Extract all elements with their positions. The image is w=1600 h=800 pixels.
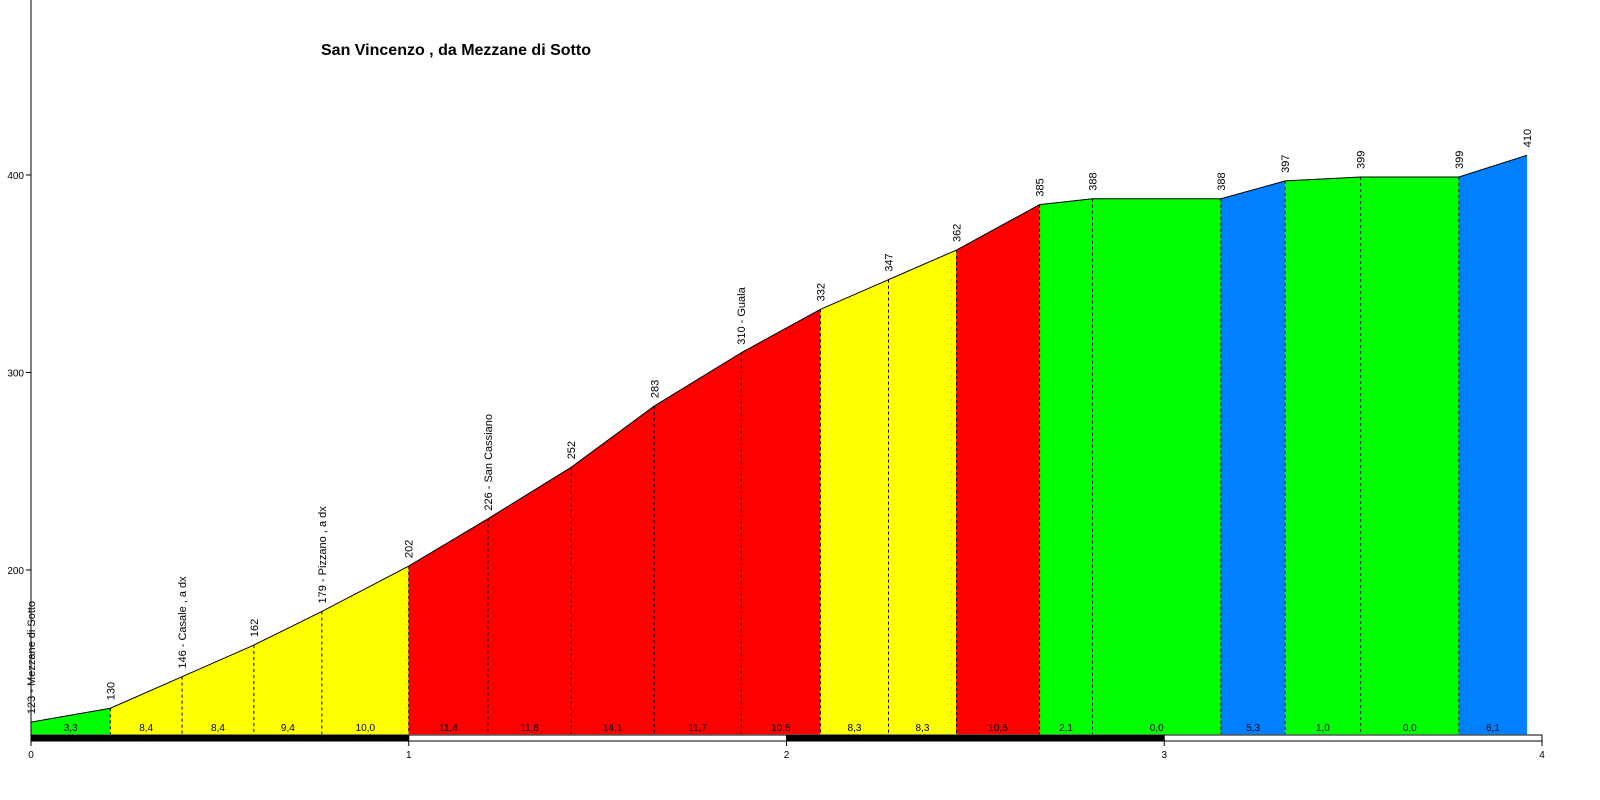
grade-segment bbox=[570, 405, 655, 735]
x-tick-label: 4 bbox=[1539, 750, 1545, 761]
elevation-profile-line bbox=[30, 154, 1528, 723]
grade-label: 8,3 bbox=[916, 723, 930, 734]
grade-segment bbox=[1039, 198, 1093, 735]
grade-label: 0,0 bbox=[1403, 723, 1417, 734]
elevation-point-label: 310 - Guala bbox=[736, 286, 748, 344]
grade-segment bbox=[1284, 176, 1361, 735]
km-bar-segment bbox=[786, 734, 1165, 742]
grade-label: 14,1 bbox=[603, 723, 623, 734]
grade-segment bbox=[956, 204, 1040, 735]
grade-label: 10,0 bbox=[356, 723, 376, 734]
grade-segment bbox=[181, 644, 255, 735]
grade-label: 8,3 bbox=[848, 723, 862, 734]
elevation-point-label: 399 bbox=[1454, 151, 1466, 169]
y-tick-label: 300 bbox=[7, 369, 24, 380]
grade-label: 10,5 bbox=[988, 723, 1008, 734]
elevation-point-label: 362 bbox=[951, 224, 963, 242]
grade-label: 2,1 bbox=[1059, 723, 1073, 734]
y-tick-label: 400 bbox=[7, 171, 24, 182]
elevation-point-label: 388 bbox=[1087, 172, 1099, 190]
grade-segments bbox=[30, 154, 1528, 735]
elevation-point-label: 397 bbox=[1280, 155, 1292, 173]
km-distance-bar bbox=[30, 734, 1543, 742]
elevation-point-label: 162 bbox=[249, 619, 261, 637]
elevation-point-labels: 123 - Mezzane di Sotto 130 146 - Casale , … bbox=[26, 129, 1534, 714]
grade-label: 11,7 bbox=[688, 723, 707, 734]
elevation-point-label: 252 bbox=[566, 441, 578, 459]
chart-title: San Vincenzo , da Mezzane di Sotto bbox=[321, 42, 591, 59]
grade-label: 11,4 bbox=[439, 723, 458, 734]
elevation-point-label: 385 bbox=[1035, 178, 1047, 196]
elevation-point-label: 388 bbox=[1216, 172, 1228, 190]
elevation-point-label: 410 bbox=[1522, 129, 1534, 147]
elevation-point-label: 146 - Casale , a dx bbox=[177, 576, 189, 669]
grade-label: 8,4 bbox=[139, 723, 153, 734]
grade-label: 6,1 bbox=[1486, 723, 1500, 734]
grade-segment bbox=[408, 518, 489, 735]
grade-label: 8,4 bbox=[211, 723, 225, 734]
x-tick-label: 3 bbox=[1161, 750, 1167, 761]
grade-label: 10,5 bbox=[771, 723, 791, 734]
elevation-point-label: 179 - Pizzano , a dx bbox=[317, 506, 329, 604]
grade-segment bbox=[253, 611, 323, 735]
grade-segment bbox=[888, 249, 957, 735]
elevation-point-label: 399 bbox=[1356, 151, 1368, 169]
elevation-point-label: 226 - San Cassiano bbox=[483, 414, 495, 511]
grade-segment bbox=[1092, 198, 1222, 735]
grade-segment bbox=[1220, 180, 1286, 735]
grade-labels: 3,3 8,4 8,4 9,4 10,0 11,4 11,8 14,1 11,7 10,5 8,3 8… bbox=[64, 723, 1501, 734]
elevation-point-label: 283 bbox=[649, 380, 661, 398]
grade-segment bbox=[820, 279, 889, 735]
segment-dividers bbox=[109, 176, 1460, 734]
grade-segment bbox=[1458, 154, 1528, 735]
x-axis-ticks: 0 1 2 3 4 bbox=[28, 741, 1545, 761]
y-tick-label: 200 bbox=[7, 566, 24, 577]
grade-label: 9,4 bbox=[281, 723, 295, 734]
y-axis-ticks: 200 300 400 bbox=[7, 171, 31, 577]
grade-label: 5,3 bbox=[1246, 723, 1260, 734]
elevation-point-label: 332 bbox=[815, 283, 827, 301]
km-bar-segment bbox=[408, 734, 787, 742]
km-bar-segment bbox=[1163, 734, 1543, 742]
grade-label: 1,0 bbox=[1316, 723, 1330, 734]
x-tick-label: 2 bbox=[784, 750, 790, 761]
grade-segment bbox=[487, 466, 572, 735]
x-tick-label: 0 bbox=[28, 750, 34, 761]
elevation-point-label: 202 bbox=[404, 540, 416, 558]
grade-label: 3,3 bbox=[64, 723, 78, 734]
grade-segment bbox=[654, 352, 742, 735]
grade-segment bbox=[321, 565, 409, 735]
elevation-point-label: 123 - Mezzane di Sotto bbox=[26, 601, 38, 714]
grade-segment bbox=[1360, 176, 1460, 735]
grade-segment bbox=[740, 308, 821, 735]
grade-label: 0,0 bbox=[1150, 723, 1164, 734]
elevation-point-label: 347 bbox=[883, 253, 895, 271]
elevation-point-label: 130 bbox=[105, 682, 117, 700]
grade-label: 11,8 bbox=[520, 723, 539, 734]
x-tick-label: 1 bbox=[406, 750, 412, 761]
km-bar-segment bbox=[30, 734, 410, 742]
